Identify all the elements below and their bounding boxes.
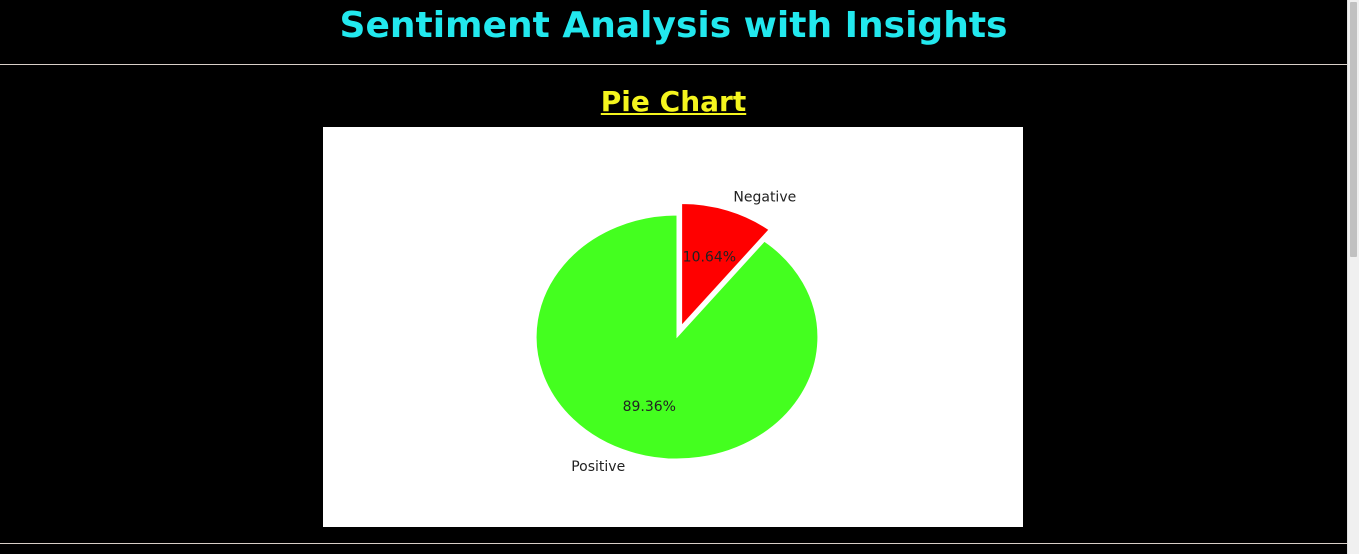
vertical-scrollbar[interactable] xyxy=(1347,0,1359,554)
category-label-negative: Negative xyxy=(733,189,796,205)
scrollbar-thumb[interactable] xyxy=(1350,2,1357,257)
section-title: Pie Chart xyxy=(600,85,747,118)
bottom-divider xyxy=(0,543,1347,544)
pct-label-negative: 10.64% xyxy=(683,249,736,265)
pie-slice-positive xyxy=(535,214,819,460)
category-label-positive: Positive xyxy=(571,459,625,475)
pie-chart-image: 10.64% Negative 89.36% Positive xyxy=(323,127,1023,527)
top-divider xyxy=(0,64,1347,65)
pie-slice-negative xyxy=(681,202,770,327)
page-title: Sentiment Analysis with Insights xyxy=(339,5,1008,46)
pct-label-positive: 89.36% xyxy=(623,399,676,415)
pie-chart: 10.64% Negative 89.36% Positive xyxy=(535,189,819,475)
